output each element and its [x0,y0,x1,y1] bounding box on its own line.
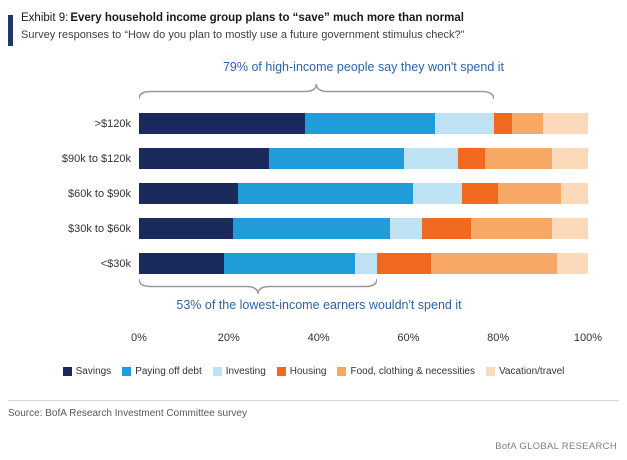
bar-segment-housing [493,113,512,134]
bar-segment-paying-off-debt [233,218,391,239]
bar-segment-housing [421,218,472,239]
top-brace [139,84,494,99]
legend-swatch [122,367,132,376]
x-tick-label: 60% [397,332,420,344]
bar-segment-food-clothing-necessities [498,183,562,204]
exhibit-label: Exhibit 9: [21,12,69,24]
legend: Savings Paying off debt Investing Housing Fo… [0,366,627,377]
category-label: >$120k [94,117,131,130]
bar-segment-savings [139,148,270,169]
legend-item: Savings [62,366,112,377]
bar-segment-paying-off-debt [224,253,355,274]
bar-segment-investing [412,183,463,204]
bar-segment-vacation-travel [543,113,588,134]
bar-track [139,253,588,274]
x-tick-label: 100% [573,332,603,344]
bar-segment-savings [139,113,306,134]
bar-row: <$30k [0,246,627,281]
bar-segment-savings [139,218,234,239]
bar-segment-vacation-travel [552,218,588,239]
bar-row: $60k to $90k [0,176,627,211]
legend-item: Paying off debt [122,366,202,377]
bar-segment-food-clothing-necessities [430,253,557,274]
x-tick-label: 0% [131,332,147,344]
bar-segment-housing [457,148,485,169]
bottom-brace [139,279,377,294]
x-axis: 0% 20% 40% 60% 80% 100% [131,332,602,346]
bar-segment-vacation-travel [561,183,588,204]
source-note: Source: BofA Research Investment Committ… [8,408,247,419]
bar-segment-savings [139,253,225,274]
bar-segment-food-clothing-necessities [511,113,544,134]
brand-mark: BofA GLOBAL RESEARCH [495,441,617,452]
bar-segment-housing [376,253,431,274]
category-label: $30k to $60k [68,222,131,235]
top-annotation: 79% of high-income people say they won't… [222,60,505,74]
legend-label: Paying off debt [135,366,202,377]
bar-segment-savings [139,183,238,204]
bar-row: $30k to $60k [0,211,627,246]
legend-label: Food, clothing & necessities [350,366,475,377]
legend-item: Vacation/travel [485,366,565,377]
bar-track [139,148,588,169]
bar-segment-investing [435,113,494,134]
legend-swatch [337,367,347,376]
legend-label: Vacation/travel [498,366,565,377]
footer-divider [8,400,619,401]
exhibit-title: Exhibit 9: Every household income group p… [21,12,464,24]
x-tick-label: 80% [487,332,510,344]
bar-track [139,183,588,204]
legend-swatch [62,367,72,376]
bar-chart-rows: >$120k $90k to $120k $60k to $90k $30k to $… [0,106,627,281]
category-label: $90k to $120k [61,152,131,165]
bar-segment-paying-off-debt [305,113,436,134]
bar-segment-investing [403,148,458,169]
legend-label: Savings [75,366,112,377]
legend-item: Housing [276,366,327,377]
bar-segment-paying-off-debt [237,183,413,204]
bar-track [139,113,588,134]
legend-swatch [276,367,286,376]
bar-segment-food-clothing-necessities [471,218,553,239]
legend-item: Food, clothing & necessities [337,366,475,377]
legend-label: Investing [225,366,266,377]
bar-segment-housing [462,183,499,204]
title-text: Every household income group plans to “s… [70,12,464,24]
legend-item: Investing [212,366,266,377]
category-label: $60k to $90k [68,187,131,200]
category-label: <$30k [100,257,131,270]
legend-label: Housing [289,366,327,377]
bar-segment-investing [354,253,377,274]
bar-track [139,218,588,239]
legend-swatch [212,367,222,376]
bar-segment-vacation-travel [556,253,588,274]
legend-swatch [485,367,495,376]
bar-row: $90k to $120k [0,141,627,176]
bar-row: >$120k [0,106,627,141]
bar-segment-food-clothing-necessities [484,148,553,169]
bar-segment-vacation-travel [552,148,588,169]
bottom-annotation: 53% of the lowest-income earners wouldn'… [176,298,462,312]
bar-segment-paying-off-debt [269,148,404,169]
title-accent-bar [8,15,13,46]
bar-segment-investing [390,218,422,239]
exhibit-subtitle: Survey responses to “How do you plan to … [21,29,465,41]
x-tick-label: 20% [217,332,240,344]
x-tick-label: 40% [307,332,330,344]
